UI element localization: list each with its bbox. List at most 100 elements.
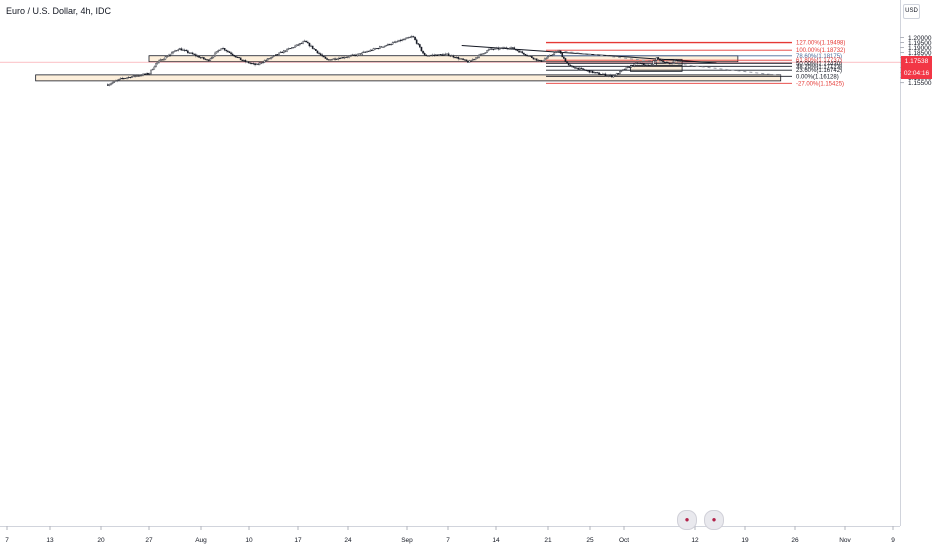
candle-body bbox=[676, 59, 679, 62]
candle-body bbox=[670, 62, 672, 65]
candle-body bbox=[620, 70, 623, 72]
candle-body bbox=[131, 76, 133, 78]
candle-body bbox=[598, 72, 600, 75]
candle-body bbox=[350, 55, 352, 57]
candle-body bbox=[590, 70, 592, 73]
candle-body bbox=[451, 55, 453, 57]
candle-body bbox=[292, 47, 295, 49]
time-tick-label: Oct bbox=[619, 537, 629, 544]
candle-body bbox=[238, 57, 240, 59]
candle-body bbox=[611, 75, 613, 78]
candle-body bbox=[571, 65, 573, 67]
candle-body bbox=[107, 84, 109, 86]
candle-body bbox=[295, 44, 298, 47]
candle-body bbox=[257, 63, 260, 65]
candle-body bbox=[532, 57, 535, 60]
candle-body bbox=[553, 52, 556, 55]
candle-body bbox=[623, 69, 626, 71]
candle-body bbox=[487, 49, 490, 51]
candle-body bbox=[169, 53, 172, 56]
candle-body bbox=[551, 54, 554, 56]
candle-body bbox=[223, 48, 226, 51]
candle-body bbox=[414, 36, 416, 41]
candle-body bbox=[449, 55, 452, 57]
symbol-title: Euro / U.S. Dollar, 4h, IDC bbox=[6, 6, 112, 16]
candle-body bbox=[430, 55, 432, 57]
candle-body bbox=[671, 62, 674, 64]
candle-body bbox=[179, 48, 181, 50]
candle-body bbox=[161, 59, 164, 61]
candle-body bbox=[441, 54, 444, 56]
candle-body bbox=[267, 58, 269, 61]
candle-body bbox=[649, 64, 652, 66]
candle-body bbox=[211, 57, 213, 60]
candle-body bbox=[374, 48, 376, 50]
candle-body bbox=[275, 54, 277, 56]
candle-body bbox=[140, 75, 143, 77]
candle-body bbox=[364, 51, 367, 53]
candle-body bbox=[459, 58, 461, 60]
candle-body bbox=[558, 50, 560, 52]
candle-body bbox=[155, 63, 157, 68]
candle-body bbox=[132, 75, 135, 77]
candle-body bbox=[673, 60, 676, 63]
candle-body bbox=[423, 52, 426, 56]
candle-body bbox=[291, 47, 293, 49]
candle-body bbox=[319, 53, 322, 56]
candle-body bbox=[511, 47, 514, 49]
candle-body bbox=[243, 60, 245, 62]
candle-body bbox=[327, 59, 330, 61]
candle-body bbox=[367, 51, 370, 53]
candle-body bbox=[363, 51, 365, 53]
candle-body bbox=[439, 54, 442, 56]
candle-body bbox=[443, 54, 445, 56]
candle-body bbox=[582, 68, 584, 70]
candle-body bbox=[639, 62, 642, 64]
candle-body bbox=[572, 66, 575, 68]
candle-body bbox=[539, 59, 541, 61]
candle-body bbox=[313, 48, 316, 50]
candle-body bbox=[369, 49, 372, 52]
candle-body bbox=[391, 42, 394, 45]
candle-body bbox=[547, 56, 549, 59]
candle-body bbox=[425, 54, 428, 57]
candle-body bbox=[527, 55, 530, 57]
candle-body bbox=[215, 51, 218, 54]
event-flag-icon[interactable]: ● bbox=[677, 510, 697, 530]
candle-body bbox=[222, 48, 224, 50]
candle-body bbox=[628, 66, 631, 68]
event-flag-icon[interactable]: ● bbox=[704, 510, 724, 530]
candle-body bbox=[289, 48, 292, 50]
candle-body bbox=[467, 60, 469, 63]
currency-button[interactable]: USD bbox=[903, 4, 920, 19]
candle-body bbox=[185, 50, 188, 52]
price-tick-label: 1.19500 bbox=[908, 40, 932, 47]
candle-body bbox=[287, 48, 290, 50]
candle-body bbox=[156, 62, 159, 64]
candle-body bbox=[596, 72, 599, 74]
candle-body bbox=[316, 50, 319, 54]
candle-body bbox=[220, 48, 223, 51]
candle-body bbox=[323, 55, 325, 58]
candle-body bbox=[244, 60, 247, 62]
candle-body bbox=[471, 59, 474, 61]
candle-body bbox=[555, 51, 557, 54]
candle-body bbox=[521, 51, 524, 54]
fib-level-label: 38.20%(1.17123) bbox=[796, 64, 842, 70]
candle-body bbox=[428, 55, 431, 57]
candle-body bbox=[663, 61, 666, 63]
candle-body bbox=[505, 47, 508, 49]
time-tick-label: 25 bbox=[586, 537, 594, 544]
candle-body bbox=[190, 52, 192, 54]
candle-body bbox=[543, 58, 546, 61]
candle-body bbox=[236, 56, 239, 58]
candle-body bbox=[278, 52, 280, 55]
candle-body bbox=[324, 56, 327, 59]
candle-body bbox=[121, 78, 124, 80]
candle-body bbox=[193, 53, 196, 55]
candle-body bbox=[583, 69, 586, 71]
candle-body bbox=[371, 49, 373, 51]
candle-body bbox=[436, 54, 439, 56]
candle-body bbox=[308, 42, 311, 47]
